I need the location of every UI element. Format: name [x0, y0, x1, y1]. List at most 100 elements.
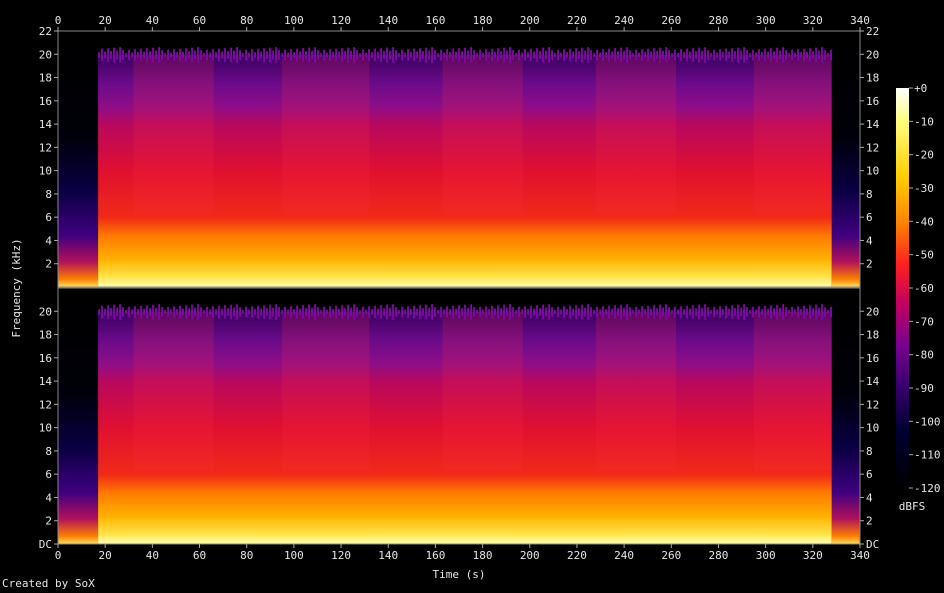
x-tick-label-top: 80 [240, 14, 253, 27]
high-freq-speckle [383, 51, 386, 59]
high-freq-speckle [278, 50, 281, 60]
high-freq-speckle [500, 308, 503, 316]
high-freq-speckle [494, 51, 497, 59]
high-freq-speckle [623, 50, 626, 60]
high-freq-speckle [350, 307, 353, 317]
high-freq-speckle [398, 53, 401, 57]
high-freq-speckle [266, 308, 269, 316]
high-freq-speckle [536, 48, 539, 62]
high-freq-speckle [770, 305, 773, 319]
high-freq-speckle [335, 48, 338, 62]
high-freq-speckle [149, 308, 152, 316]
y-tick-label-right: 2 [866, 258, 873, 271]
high-freq-speckle [110, 308, 113, 316]
high-freq-speckle [227, 308, 230, 316]
high-freq-speckle [590, 50, 593, 60]
high-freq-speckle [620, 47, 623, 63]
high-freq-speckle [746, 307, 749, 317]
high-freq-speckle [113, 47, 116, 63]
high-freq-speckle [134, 306, 137, 318]
high-freq-speckle [620, 304, 623, 320]
high-freq-speckle [338, 51, 341, 59]
high-freq-speckle [104, 308, 107, 316]
high-freq-speckle [614, 305, 617, 319]
high-freq-speckle [515, 53, 518, 57]
high-freq-speckle [686, 305, 689, 319]
colorbar-tick-label: -50 [914, 249, 934, 262]
high-freq-speckle [239, 50, 242, 60]
high-freq-speckle [626, 47, 629, 63]
high-freq-speckle [440, 306, 443, 318]
high-freq-speckle [149, 51, 152, 59]
high-freq-speckle [587, 304, 590, 320]
high-freq-speckle [329, 49, 332, 61]
high-freq-speckle [563, 49, 566, 61]
x-tick-label-top: 100 [284, 14, 304, 27]
y-tick-label-left: 20 [39, 48, 52, 61]
high-freq-speckle [542, 304, 545, 320]
high-freq-speckle [299, 308, 302, 316]
high-freq-speckle [410, 52, 413, 58]
high-freq-speckle [539, 308, 542, 316]
x-tick-label-bottom: 160 [425, 549, 445, 562]
high-freq-speckle [695, 308, 698, 316]
high-freq-speckle [629, 307, 632, 317]
high-freq-speckle [473, 50, 476, 60]
high-freq-speckle [167, 306, 170, 318]
high-freq-speckle [809, 48, 812, 62]
colorbar-tick-label: +0 [914, 82, 927, 95]
x-tick-label-bottom: 180 [473, 549, 493, 562]
high-freq-speckle [530, 48, 533, 62]
high-freq-speckle [125, 310, 128, 314]
high-freq-speckle [530, 305, 533, 319]
high-freq-speckle [680, 49, 683, 61]
x-tick-label-top: 340 [850, 14, 870, 27]
high-freq-speckle [140, 305, 143, 319]
high-freq-speckle [152, 304, 155, 320]
high-freq-speckle [578, 51, 581, 59]
high-freq-speckle [185, 305, 188, 319]
high-freq-speckle [719, 306, 722, 318]
high-freq-speckle [653, 305, 656, 319]
high-freq-speckle [689, 51, 692, 59]
high-freq-speckle [320, 53, 323, 57]
high-freq-speckle [776, 304, 779, 320]
high-freq-speckle [170, 309, 173, 315]
high-freq-speckle [449, 309, 452, 315]
x-tick-label-top: 300 [756, 14, 776, 27]
high-freq-speckle [308, 304, 311, 320]
high-freq-speckle [182, 308, 185, 316]
y-tick-label-right: 18 [866, 72, 879, 85]
high-freq-speckle [173, 306, 176, 318]
high-freq-speckle [143, 308, 146, 316]
high-freq-speckle [701, 307, 704, 317]
high-freq-speckle [650, 308, 653, 316]
high-freq-speckle [200, 307, 203, 317]
y-tick-label-right: 14 [866, 118, 880, 131]
high-freq-speckle [797, 49, 800, 61]
high-freq-speckle [800, 309, 803, 315]
section-band [595, 55, 677, 214]
high-freq-speckle [221, 308, 224, 316]
high-freq-speckle [773, 51, 776, 59]
high-freq-speckle [641, 306, 644, 318]
high-freq-speckle [254, 309, 257, 315]
high-freq-speckle [104, 51, 107, 59]
high-freq-speckle [395, 50, 398, 60]
high-freq-speckle [683, 52, 686, 58]
high-freq-speckle [827, 310, 830, 314]
high-freq-speckle [245, 49, 248, 61]
x-tick-label-top: 0 [55, 14, 62, 27]
high-freq-speckle [413, 48, 416, 62]
high-freq-speckle [116, 307, 119, 317]
high-freq-speckle [377, 308, 380, 316]
high-freq-speckle [308, 47, 311, 63]
channel-1-frame [57, 30, 861, 288]
high-freq-speckle [635, 306, 638, 318]
high-freq-speckle [557, 306, 560, 318]
y-tick-label-right: 6 [866, 468, 873, 481]
high-freq-speckle [215, 309, 218, 315]
high-freq-speckle [113, 304, 116, 320]
high-freq-speckle [722, 52, 725, 58]
